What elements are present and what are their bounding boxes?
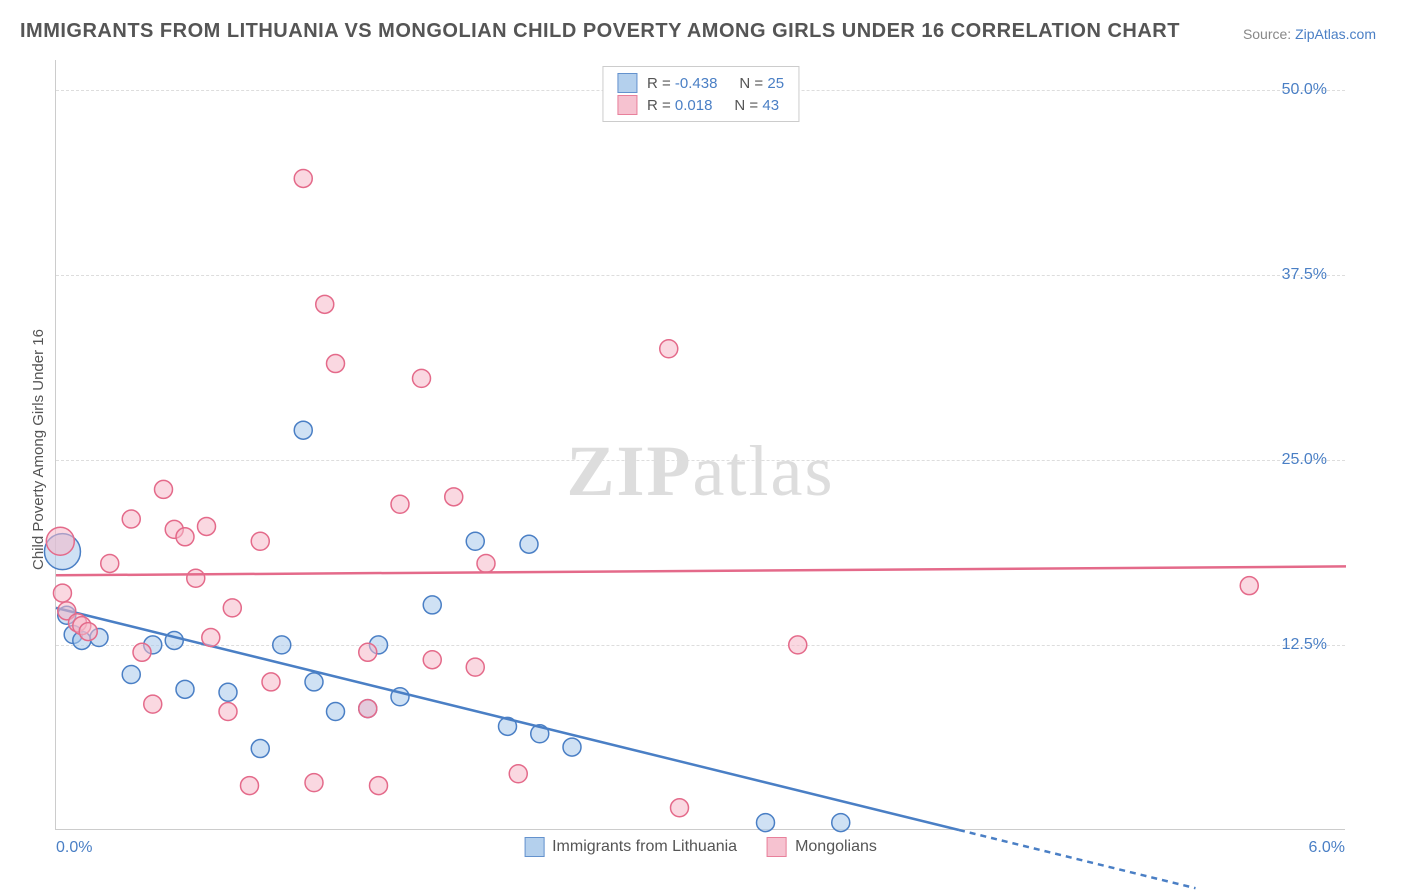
x-tick-label: 6.0% (1309, 839, 1345, 857)
scatter-point[interactable] (671, 799, 689, 817)
scatter-point[interactable] (294, 421, 312, 439)
trend-line (56, 608, 959, 830)
scatter-point[interactable] (359, 643, 377, 661)
legend-series-label: Immigrants from Lithuania (552, 838, 737, 856)
scatter-point[interactable] (370, 777, 388, 795)
source-link[interactable]: ZipAtlas.com (1295, 26, 1376, 42)
scatter-point[interactable] (79, 623, 97, 641)
scatter-point[interactable] (563, 738, 581, 756)
scatter-point[interactable] (101, 554, 119, 572)
legend-correlation-row: R = 0.018 N = 43 (617, 95, 784, 115)
scatter-point[interactable] (155, 480, 173, 498)
scatter-point[interactable] (832, 814, 850, 832)
scatter-point[interactable] (223, 599, 241, 617)
scatter-point[interactable] (327, 355, 345, 373)
legend-swatch (617, 73, 637, 93)
chart-title: IMMIGRANTS FROM LITHUANIA VS MONGOLIAN C… (20, 20, 1180, 43)
scatter-point[interactable] (251, 740, 269, 758)
legend-swatch (767, 837, 787, 857)
legend-n: N = 25 (739, 75, 784, 92)
scatter-point[interactable] (262, 673, 280, 691)
legend-series-label: Mongolians (795, 838, 877, 856)
scatter-point[interactable] (520, 535, 538, 553)
scatter-point[interactable] (1240, 577, 1258, 595)
legend-series-item[interactable]: Immigrants from Lithuania (524, 837, 737, 857)
source-attribution: Source: ZipAtlas.com (1243, 26, 1376, 42)
scatter-point[interactable] (46, 527, 74, 555)
scatter-point[interactable] (423, 596, 441, 614)
scatter-point[interactable] (660, 340, 678, 358)
legend-n: N = 43 (734, 97, 779, 114)
scatter-point[interactable] (241, 777, 259, 795)
y-tick-label: 12.5% (1282, 636, 1327, 654)
scatter-point[interactable] (198, 517, 216, 535)
y-tick-label: 25.0% (1282, 451, 1327, 469)
scatter-point[interactable] (133, 643, 151, 661)
chart-container: IMMIGRANTS FROM LITHUANIA VS MONGOLIAN C… (0, 0, 1406, 892)
scatter-point[interactable] (391, 495, 409, 513)
legend-series: Immigrants from Lithuania Mongolians (524, 837, 877, 857)
legend-swatch (524, 837, 544, 857)
legend-r: R = 0.018 (647, 97, 712, 114)
scatter-point[interactable] (202, 629, 220, 647)
scatter-svg (56, 60, 1345, 829)
scatter-point[interactable] (219, 683, 237, 701)
y-axis-label: Child Poverty Among Girls Under 16 (30, 329, 47, 570)
scatter-point[interactable] (305, 774, 323, 792)
scatter-point[interactable] (53, 584, 71, 602)
scatter-point[interactable] (477, 554, 495, 572)
legend-series-item[interactable]: Mongolians (767, 837, 877, 857)
legend-swatch (617, 95, 637, 115)
scatter-point[interactable] (509, 765, 527, 783)
scatter-point[interactable] (359, 700, 377, 718)
scatter-point[interactable] (445, 488, 463, 506)
scatter-point[interactable] (294, 169, 312, 187)
y-tick-label: 37.5% (1282, 266, 1327, 284)
scatter-point[interactable] (219, 703, 237, 721)
scatter-point[interactable] (316, 295, 334, 313)
trend-line (56, 566, 1346, 575)
scatter-point[interactable] (466, 658, 484, 676)
scatter-point[interactable] (327, 703, 345, 721)
scatter-point[interactable] (251, 532, 269, 550)
source-prefix: Source: (1243, 26, 1295, 42)
legend-r: R = -0.438 (647, 75, 717, 92)
x-tick-label: 0.0% (56, 839, 92, 857)
scatter-point[interactable] (423, 651, 441, 669)
scatter-point[interactable] (122, 510, 140, 528)
scatter-point[interactable] (466, 532, 484, 550)
scatter-point[interactable] (273, 636, 291, 654)
plot-area: ZIPatlas R = -0.438N = 25R = 0.018N = 43… (55, 60, 1345, 830)
scatter-point[interactable] (122, 666, 140, 684)
trend-line-extension (959, 830, 1196, 888)
scatter-point[interactable] (305, 673, 323, 691)
y-tick-label: 50.0% (1282, 81, 1327, 99)
scatter-point[interactable] (187, 569, 205, 587)
scatter-point[interactable] (176, 528, 194, 546)
scatter-point[interactable] (757, 814, 775, 832)
scatter-point[interactable] (176, 680, 194, 698)
scatter-point[interactable] (144, 695, 162, 713)
legend-correlation-row: R = -0.438 N = 25 (617, 73, 784, 93)
scatter-point[interactable] (789, 636, 807, 654)
scatter-point[interactable] (413, 369, 431, 387)
legend-correlation: R = -0.438 N = 25 R = 0.018 N = 43 (602, 66, 799, 122)
